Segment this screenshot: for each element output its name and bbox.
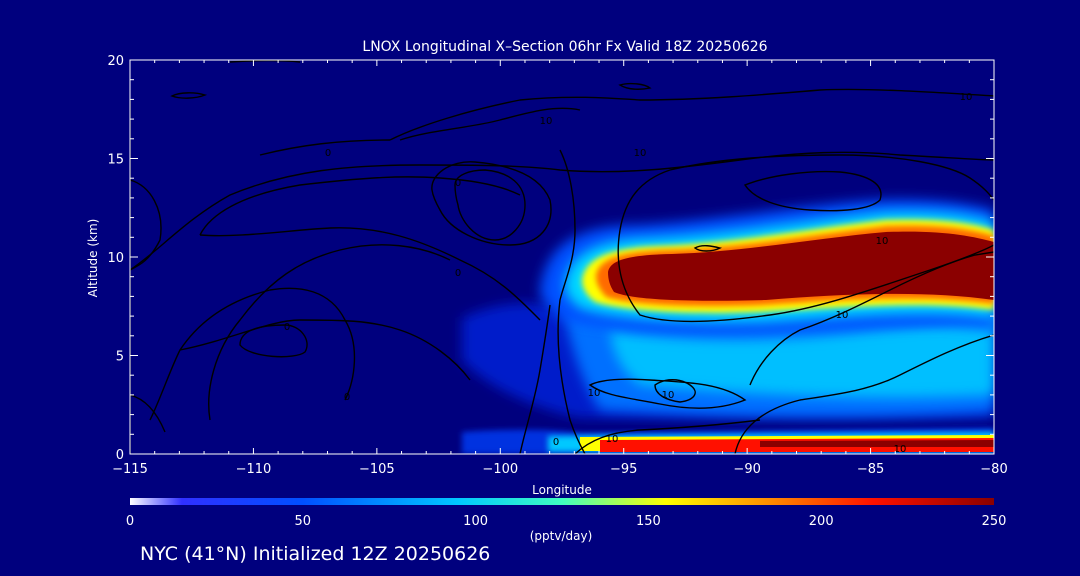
- contour-label: 0: [553, 437, 559, 448]
- contour-line: [239, 324, 308, 358]
- contour-line: [229, 60, 301, 63]
- y-tick-label: 15: [107, 153, 124, 168]
- contour-line: [389, 88, 994, 141]
- contour-line: [559, 149, 576, 301]
- heatmap-field: [462, 199, 994, 454]
- x-tick-label: −95: [610, 462, 637, 477]
- contour-line: [557, 299, 586, 454]
- contour-line: [199, 176, 521, 236]
- contour-line: [431, 161, 552, 246]
- contour-label: 10: [588, 388, 601, 399]
- contour-label: 10: [606, 434, 619, 445]
- contour-label: 10: [662, 390, 675, 401]
- colorbar-ticks: 0 50 100 150 200 250: [126, 514, 1007, 529]
- contour-label: 0: [455, 178, 461, 189]
- contour-line: [693, 245, 723, 252]
- contour-line: [743, 170, 882, 212]
- contour-label: 0: [344, 392, 350, 403]
- contour-line: [519, 304, 551, 454]
- colorbar-tick-label: 100: [463, 514, 488, 529]
- contour-line: [749, 251, 994, 386]
- y-axis: 0 5 10 15 20: [107, 54, 994, 463]
- y-axis-label: Altitude (km): [86, 219, 100, 298]
- contour-line: [149, 287, 356, 421]
- contour-line: [170, 92, 208, 99]
- contour-line: [179, 319, 471, 381]
- contour-line: [454, 169, 526, 241]
- contour-label: 10: [836, 310, 849, 321]
- colorbar-tick-label: 150: [636, 514, 661, 529]
- y-tick-label: 0: [116, 448, 124, 463]
- contour-line: [130, 151, 994, 271]
- x-tick-label: −85: [857, 462, 884, 477]
- x-tick-label: −90: [733, 462, 760, 477]
- contour-line: [259, 139, 391, 156]
- colorbar-tick-label: 0: [126, 514, 134, 529]
- x-tick-label: −115: [112, 462, 148, 477]
- contour-labels: 10 10 0 0 10 0 10 10 10 0 0 0 10 10 10: [284, 92, 973, 455]
- contour-line: [588, 378, 747, 409]
- x-axis-label: Longitude: [532, 483, 592, 497]
- colorbar-tick-label: 200: [809, 514, 834, 529]
- heatmap-surface-darkcore: [760, 440, 994, 447]
- x-tick-label: −80: [980, 462, 1007, 477]
- contour-label: 10: [960, 92, 973, 103]
- y-tick-label: 5: [116, 350, 124, 365]
- contour-line: [199, 227, 541, 321]
- x-tick-label: −105: [359, 462, 395, 477]
- contour-line: [208, 244, 451, 421]
- contour-label: 10: [876, 236, 889, 247]
- heatmap-anvil-core: [608, 231, 994, 301]
- x-axis: −115 −110 −105 −100 −95 −90 −85 −80: [112, 60, 1008, 477]
- contour-label: 0: [325, 148, 331, 159]
- y-tick-label: 20: [107, 54, 124, 69]
- contour-label: 0: [284, 322, 290, 333]
- contour-line: [130, 179, 162, 271]
- colorbar-tick-label: 50: [295, 514, 312, 529]
- contour-label: 0: [455, 268, 461, 279]
- contour-lines: [130, 60, 994, 454]
- colorbar-units: (pptv/day): [530, 529, 593, 543]
- colorbar-tick-label: 250: [982, 514, 1007, 529]
- x-tick-label: −110: [236, 462, 272, 477]
- footer-caption: NYC (41°N) Initialized 12Z 20250626: [140, 543, 491, 565]
- contour-label: 10: [634, 148, 647, 159]
- colorbar: [130, 498, 994, 505]
- contour-line: [619, 154, 994, 231]
- contour-label: 10: [540, 116, 553, 127]
- y-tick-label: 10: [107, 251, 124, 266]
- heatmap-cyan-layer: [610, 315, 994, 398]
- contour-line: [618, 82, 652, 90]
- contour-line: [654, 379, 696, 403]
- x-tick-label: −100: [482, 462, 518, 477]
- chart-title: LNOX Longitudinal X–Section 06hr Fx Vali…: [362, 39, 767, 55]
- contour-line: [130, 394, 166, 433]
- contour-line: [399, 107, 581, 141]
- contour-line: [574, 419, 761, 454]
- contour-label: 10: [894, 444, 907, 455]
